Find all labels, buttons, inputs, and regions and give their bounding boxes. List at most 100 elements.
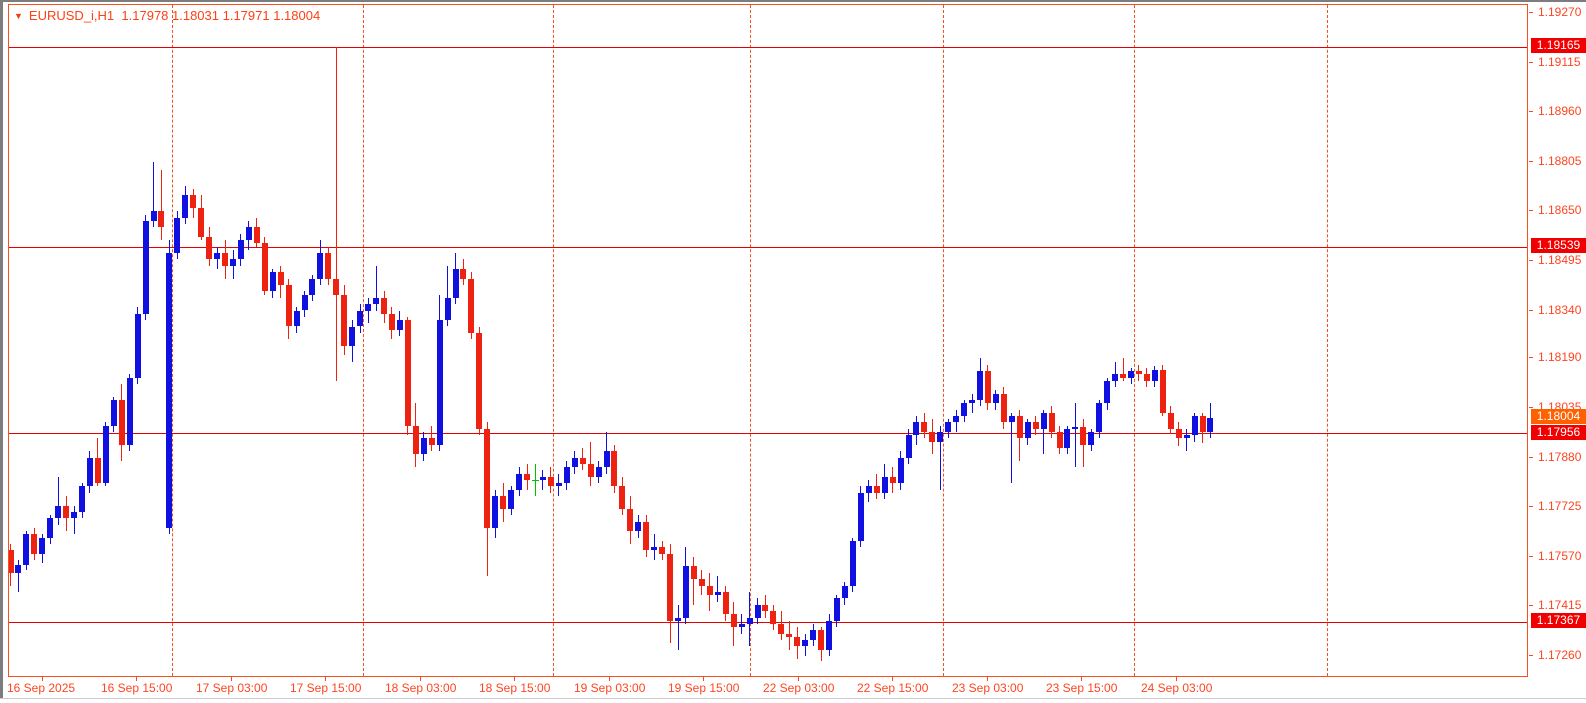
price-tag-level: 1.17367 (1531, 613, 1586, 629)
candle-body (31, 534, 38, 554)
price-tick-label: 1.19115 (1538, 54, 1581, 69)
candle-body (595, 467, 602, 477)
window-border-bottom (0, 698, 1586, 699)
candle-body (1048, 412, 1055, 433)
candle-wick (335, 46, 337, 381)
candle-body (309, 278, 316, 295)
level-line[interactable] (9, 246, 1527, 248)
candle-body (992, 393, 999, 404)
time-tick-label: 24 Sep 03:00 (1141, 681, 1213, 695)
candle-body (1183, 435, 1190, 439)
candle-wick (431, 425, 433, 452)
candle-wick (160, 169, 162, 241)
price-tick-mark (1529, 111, 1533, 113)
time-tick-mark (136, 677, 137, 681)
candle-body (706, 585, 713, 596)
candle-body (508, 489, 515, 509)
time-tick-mark (420, 677, 421, 681)
price-tick-mark (1529, 555, 1533, 557)
time-tick-label: 16 Sep 15:00 (101, 681, 173, 695)
candle-body (15, 564, 22, 573)
candle-wick (1043, 409, 1045, 455)
candle-body (468, 278, 475, 333)
price-tick-label: 1.19270 (1538, 5, 1582, 19)
candle-body (1064, 428, 1071, 449)
candle-wick (971, 393, 973, 413)
window-border-left (0, 0, 3, 698)
candle-body (460, 268, 467, 279)
candle-body (587, 464, 594, 477)
price-tick-label: 1.18650 (1538, 203, 1582, 218)
candle-body (818, 630, 825, 650)
candle-body (770, 611, 777, 624)
price-tick-mark (1529, 357, 1533, 359)
time-tick-mark (514, 677, 515, 681)
time-tick-mark (231, 677, 232, 681)
candle-body (126, 377, 133, 445)
period-separator (1327, 5, 1328, 676)
candle-body (142, 220, 149, 314)
candle-body (1016, 416, 1023, 439)
time-tick-mark (703, 677, 704, 681)
candle-wick (153, 161, 155, 228)
candle-body (373, 297, 380, 305)
candle-body (317, 252, 324, 279)
candle-body (333, 278, 340, 295)
candle-body (444, 297, 451, 321)
candle-body (651, 547, 658, 551)
candle-wick (717, 576, 719, 602)
candle-body (873, 486, 880, 493)
candle-body (381, 297, 387, 314)
chart-plot-area[interactable] (8, 4, 1528, 677)
price-tick-mark (1529, 12, 1533, 13)
candle-body (39, 537, 46, 554)
candle-body (94, 457, 101, 484)
level-line[interactable] (9, 46, 1527, 48)
candle-body (675, 617, 682, 621)
candle-body (929, 432, 936, 442)
candle-body (388, 313, 395, 330)
candle-body (611, 451, 618, 487)
candle-body (365, 304, 372, 311)
candle-wick (542, 470, 544, 490)
level-line[interactable] (9, 433, 1527, 435)
candle-body (500, 496, 507, 509)
time-tick-mark (609, 677, 610, 681)
candle-body (214, 252, 221, 260)
candle-body (722, 592, 729, 615)
time-tick-label: 18 Sep 03:00 (385, 681, 457, 695)
candle-body (237, 240, 244, 260)
price-tick-mark (1529, 456, 1533, 458)
time-tick-mark (325, 677, 326, 681)
candle-body (778, 624, 785, 634)
candle-body (79, 486, 86, 513)
candle-body (794, 636, 801, 647)
candle-body (1104, 380, 1111, 404)
candle-body (841, 585, 848, 599)
candle-body (476, 332, 483, 429)
candle-body (643, 521, 650, 551)
candle-body (230, 259, 237, 266)
candle-body (881, 476, 888, 493)
candle-body (1143, 374, 1150, 381)
candle-body (71, 512, 78, 519)
candle-body (539, 476, 546, 481)
candle-body (261, 243, 268, 292)
candle-body (134, 313, 141, 378)
price-tick-mark (1529, 309, 1533, 311)
period-separator (750, 5, 751, 676)
quote-ohlc-values: 1.17978 1.18031 1.17971 1.18004 (121, 8, 321, 23)
candle-body (277, 272, 284, 285)
candle-body (1167, 412, 1174, 429)
candle-body (166, 252, 173, 529)
candle-body (945, 422, 952, 433)
time-tick-mark (892, 677, 893, 681)
candle-body (47, 518, 54, 538)
candle-body (1151, 369, 1158, 381)
price-tag-last: 1.18004 (1531, 409, 1586, 425)
candle-body (682, 566, 689, 618)
candle-body (1159, 369, 1166, 413)
candle-body (547, 476, 554, 487)
level-line[interactable] (9, 621, 1527, 623)
time-tick-mark (798, 677, 799, 681)
